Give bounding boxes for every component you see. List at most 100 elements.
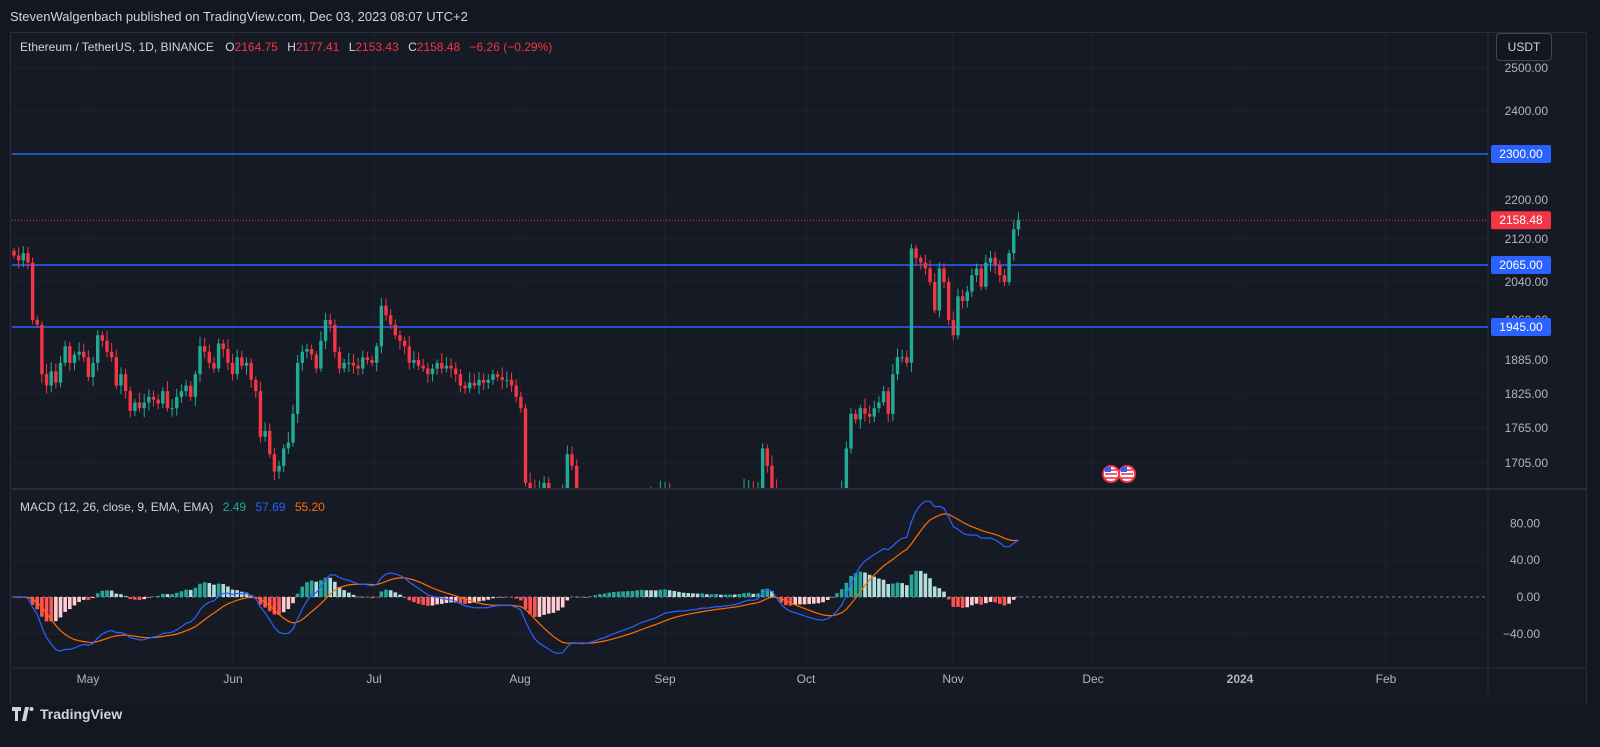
candle-body [589, 500, 592, 501]
candle [379, 297, 384, 354]
candle [286, 432, 291, 454]
close-value: 2158.48 [416, 40, 461, 54]
macd-histogram-bar [54, 597, 58, 622]
candle [458, 369, 463, 393]
candle-body [472, 382, 477, 386]
candle [724, 493, 727, 510]
candle-body [347, 362, 351, 364]
level-label: 2065.00 [1499, 258, 1543, 272]
candle-body [291, 413, 295, 443]
open-label: O [225, 40, 235, 54]
candle-body [435, 362, 439, 369]
tradingview-logo[interactable]: TradingView [12, 706, 122, 722]
candle [68, 341, 72, 372]
candle-body [914, 248, 918, 258]
candle-body [40, 324, 44, 375]
candle [956, 288, 960, 340]
macd-histogram-bar [202, 582, 207, 597]
candle [603, 490, 606, 509]
macd-histogram-bar [388, 590, 393, 597]
candle [63, 340, 67, 367]
macd-histogram-bar [514, 597, 518, 599]
macd-histogram-bar [644, 590, 649, 597]
candle-body [444, 365, 449, 369]
candle [743, 478, 745, 488]
macd-histogram-bar [216, 583, 221, 597]
candle [528, 472, 532, 488]
candle-body [272, 454, 277, 472]
price-tick-label: 1825.00 [1505, 387, 1549, 401]
candle [100, 331, 105, 348]
candle [807, 531, 810, 552]
candle-body [603, 497, 606, 500]
candle-body [170, 408, 174, 410]
macd-histogram-bar [770, 591, 774, 597]
candle [547, 477, 551, 488]
candle [798, 525, 801, 539]
candle [612, 492, 615, 503]
candle-body [407, 346, 411, 363]
macd-title[interactable]: MACD (12, 26, close, 9, EMA, EMA) [20, 500, 214, 514]
macd-histogram-bar [119, 594, 123, 597]
candle [416, 352, 421, 371]
macd-histogram-bar [612, 591, 616, 597]
candle-body [728, 500, 731, 501]
candle [914, 244, 918, 265]
candle-body [519, 396, 523, 409]
candle-body [724, 500, 727, 506]
candle-body [72, 354, 77, 363]
candle [179, 384, 184, 404]
candle-body [463, 385, 467, 389]
candle-body [309, 349, 314, 355]
macd-histogram-bar [737, 594, 742, 597]
candle [748, 480, 750, 488]
macd-histogram-bar [714, 593, 718, 597]
candle-body [189, 385, 193, 397]
candle [937, 262, 942, 318]
candle-body [998, 265, 1002, 276]
macd-histogram-bar [477, 597, 481, 602]
candle [300, 345, 304, 371]
candle [677, 494, 680, 504]
candle [682, 490, 685, 511]
candle [942, 263, 946, 289]
candle-body [552, 494, 555, 505]
macd-histogram-bar [881, 579, 886, 597]
candle-body [654, 497, 657, 498]
candle-body [528, 482, 532, 488]
candle-body [337, 351, 342, 369]
macd-histogram-bar [560, 597, 565, 608]
symbol-title[interactable]: Ethereum / TetherUS, 1D, BINANCE [20, 40, 214, 54]
low-value: 2153.43 [355, 40, 399, 54]
candle-body [128, 391, 132, 411]
candle [407, 336, 411, 370]
candle-body [44, 374, 49, 386]
candle-body [608, 497, 611, 500]
us-flag-icon [1118, 465, 1136, 483]
close-label: C [408, 40, 417, 54]
macd-histogram-bar [663, 589, 667, 597]
macd-histogram-bar [174, 592, 179, 597]
last-price-label-bg [1491, 211, 1551, 230]
currency-button[interactable]: USDT [1496, 33, 1552, 61]
candle-body [919, 257, 923, 263]
candle [849, 408, 853, 454]
candle-body [495, 374, 500, 377]
candle [235, 349, 239, 380]
candle [384, 298, 388, 321]
candle [249, 358, 253, 388]
candle-body [142, 402, 146, 409]
candle [54, 363, 58, 389]
candle-body [738, 494, 741, 500]
macd-histogram-bar [453, 597, 458, 603]
publisher-line: StevenWalgenbach published on TradingVie… [10, 9, 468, 24]
chart-frame[interactable] [10, 32, 1587, 708]
macd-histogram-bar [398, 594, 402, 597]
candle [765, 444, 769, 473]
macd-histogram-bar [877, 578, 881, 597]
candle-body [249, 362, 253, 380]
candle-body [240, 357, 244, 366]
macd-histogram-bar [802, 597, 807, 605]
candle-body [979, 268, 983, 287]
